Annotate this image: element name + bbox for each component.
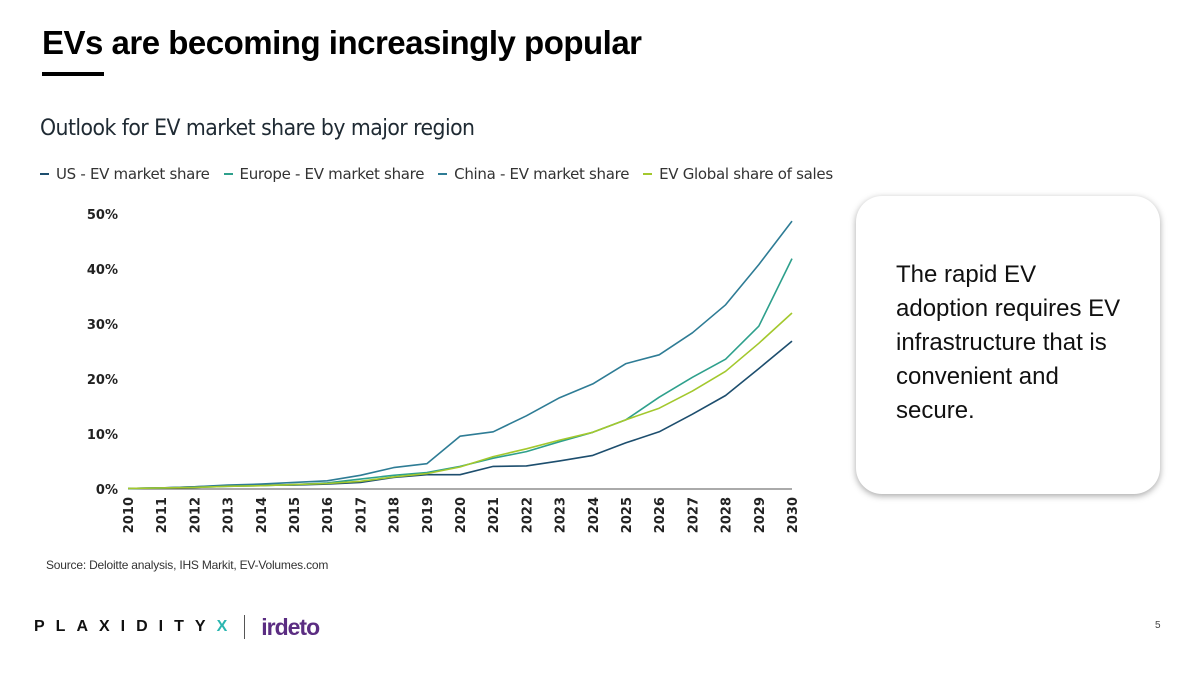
line-chart: 0% 10% 20% 30% 40% 50% 2010 2011 2012 2013 2014 201… xyxy=(87,208,801,533)
x-tick-label-2016: 2016 xyxy=(321,497,336,533)
x-tick-label-2030: 2030 xyxy=(786,497,801,533)
legend-item-china: China - EV market share xyxy=(438,165,629,183)
x-tick-label-2029: 2029 xyxy=(753,497,768,533)
legend-swatch-europe xyxy=(223,173,233,175)
y-tick-label-5: 50% xyxy=(87,208,118,223)
chart-legend: US - EV market share Europe - EV market s… xyxy=(40,164,833,184)
y-tick-label-4: 40% xyxy=(87,263,118,278)
x-tick-label-2015: 2015 xyxy=(288,497,303,533)
x-tick-label-2022: 2022 xyxy=(520,497,535,533)
callout-text: The rapid EV adoption requires EV infras… xyxy=(896,261,1121,424)
y-tick-label-0: 0% xyxy=(96,483,118,498)
slide-title: EVs are becoming increasingly popular xyxy=(42,24,642,61)
y-tick-label-2: 20% xyxy=(87,373,118,388)
callout-box: The rapid EV adoption requires EV infras… xyxy=(856,196,1160,494)
legend-swatch-global xyxy=(643,173,653,175)
x-tick-label-2021: 2021 xyxy=(487,497,502,533)
legend-label-global: EV Global share of sales xyxy=(659,165,833,183)
x-tick-label-2014: 2014 xyxy=(255,497,270,533)
y-tick-label-3: 30% xyxy=(87,318,118,333)
irdeto-logo: irdeto xyxy=(261,613,320,640)
page-number: 5 xyxy=(1155,620,1161,631)
y-tick-label-1: 10% xyxy=(87,428,118,443)
series-line-global xyxy=(127,312,793,490)
series-line-china xyxy=(127,220,793,490)
x-tick-label-2027: 2027 xyxy=(686,497,701,533)
legend-item-global: EV Global share of sales xyxy=(643,165,833,183)
legend-item-europe: Europe - EV market share xyxy=(223,165,425,183)
legend-item-us: US - EV market share xyxy=(40,165,210,183)
x-tick-label-2023: 2023 xyxy=(554,497,569,533)
x-tick-label-2019: 2019 xyxy=(421,497,436,533)
x-tick-label-2024: 2024 xyxy=(587,497,602,533)
x-tick-label-2028: 2028 xyxy=(720,497,735,533)
x-tick-label-2020: 2020 xyxy=(454,497,469,533)
x-tick-label-2026: 2026 xyxy=(653,497,668,533)
x-tick-label-2017: 2017 xyxy=(354,497,369,533)
legend-swatch-us xyxy=(40,173,49,175)
chart-title: Outlook for EV market share by major reg… xyxy=(40,116,475,141)
plaxidity-logo-text: PLAXIDITY xyxy=(34,618,217,635)
title-underline xyxy=(42,72,104,76)
legend-swatch-china xyxy=(438,173,448,175)
plaxidity-x-logo: PLAXIDITY X xyxy=(34,618,238,636)
legend-label-china: China - EV market share xyxy=(454,165,630,183)
x-tick-label-2011: 2011 xyxy=(155,497,170,533)
legend-label-europe: Europe - EV market share xyxy=(239,165,425,183)
legend-label-us: US - EV market share xyxy=(56,165,210,183)
x-tick-label-2010: 2010 xyxy=(122,497,137,533)
x-tick-label-2018: 2018 xyxy=(388,497,403,533)
x-tick-label-2025: 2025 xyxy=(620,497,635,533)
source-note: Source: Deloitte analysis, IHS Markit, E… xyxy=(46,558,329,572)
plaxidity-logo-accent: X xyxy=(216,618,239,635)
series-line-europe xyxy=(127,258,793,490)
x-tick-label-2013: 2013 xyxy=(222,497,237,533)
logo-divider xyxy=(244,615,246,639)
x-tick-label-2012: 2012 xyxy=(188,497,203,533)
footer-logos: PLAXIDITY X irdeto xyxy=(34,612,320,642)
